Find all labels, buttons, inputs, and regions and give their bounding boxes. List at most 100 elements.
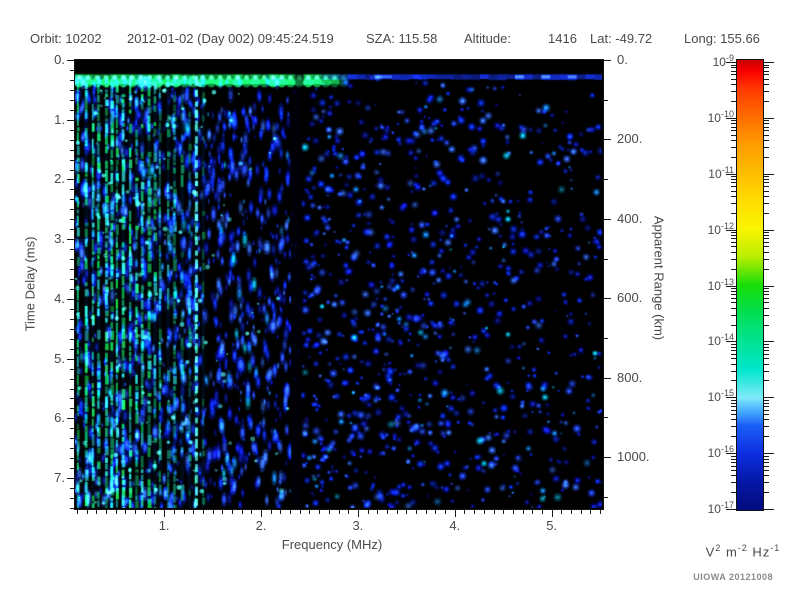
y-left-minor-tick: [70, 309, 74, 310]
y-left-minor-tick: [70, 389, 74, 390]
x-tick-label: 4.: [449, 518, 461, 533]
colorbar-minor-tick-left: [731, 419, 737, 420]
colorbar-minor-tick-right: [763, 344, 769, 345]
x-minor-tick: [116, 510, 117, 514]
x-minor-tick: [174, 510, 175, 514]
x-minor-tick: [319, 510, 320, 514]
x-minor-tick: [464, 510, 465, 514]
colorbar-minor-tick-left: [731, 157, 737, 158]
colorbar-tick-label: 10-11: [708, 165, 734, 181]
y-right-minor-tick: [604, 100, 608, 101]
colorbar-minor-tick-left: [731, 71, 737, 72]
x-minor-tick: [435, 510, 436, 514]
colorbar-tick-label: 10-16: [707, 444, 734, 460]
y-left-minor-tick: [70, 289, 74, 290]
colorbar-minor-tick-left: [731, 364, 737, 365]
colorbar-minor-tick-right: [763, 315, 769, 316]
y-right-minor-tick: [604, 497, 608, 498]
x-minor-tick: [77, 510, 78, 514]
colorbar-major-tick-left: [726, 397, 737, 398]
colorbar-minor-tick-right: [763, 470, 769, 471]
y-left-minor-tick: [70, 170, 74, 171]
colorbar-minor-tick-right: [763, 419, 769, 420]
colorbar-major-tick-left: [726, 286, 737, 287]
title-orbit: Orbit: 10202: [30, 31, 102, 46]
colorbar-minor-tick-right: [763, 123, 769, 124]
colorbar-minor-tick-right: [763, 232, 769, 233]
y-right-major-tick: [604, 219, 611, 220]
x-minor-tick: [513, 510, 514, 514]
colorbar-minor-tick-left: [731, 191, 737, 192]
y-right-tick-label: 0.: [617, 52, 628, 67]
y-right-minor-tick: [604, 179, 608, 180]
colorbar-tick-label: 10-12: [707, 221, 734, 237]
colorbar-minor-tick-left: [731, 79, 737, 80]
colorbar-minor-tick-right: [763, 410, 769, 411]
colorbar-minor-tick-left: [731, 130, 737, 131]
colorbar-minor-tick-right: [763, 288, 769, 289]
colorbar-major-tick-right: [763, 286, 774, 287]
y-left-minor-tick: [70, 408, 74, 409]
colorbar-minor-tick-right: [763, 74, 769, 75]
x-tick-label: 1.: [158, 518, 170, 533]
y-left-minor-tick: [70, 130, 74, 131]
y-left-minor-tick: [70, 319, 74, 320]
colorbar-minor-tick-right: [763, 269, 769, 270]
colorbar-minor-tick-right: [763, 120, 769, 121]
colorbar-minor-tick-left: [731, 325, 737, 326]
colorbar-minor-tick-right: [763, 91, 769, 92]
y-left-minor-tick: [70, 339, 74, 340]
x-minor-tick: [87, 510, 88, 514]
x-minor-tick: [193, 510, 194, 514]
colorbar-tick-label: 10-15: [707, 388, 734, 404]
colorbar-minor-tick-left: [731, 269, 737, 270]
colorbar-minor-tick-right: [763, 347, 769, 348]
title-longitude: Long: 155.66: [684, 31, 760, 46]
y-left-tick-label: 7.: [54, 470, 65, 486]
y-left-tick-label: 3.: [54, 231, 65, 247]
y-left-minor-tick: [70, 379, 74, 380]
y-right-tick-label: 800.: [617, 369, 643, 385]
colorbar-minor-tick-right: [763, 238, 769, 239]
x-major-tick: [455, 510, 456, 517]
x-minor-tick: [377, 510, 378, 514]
y-left-major-tick: [67, 179, 74, 180]
x-minor-tick: [484, 510, 485, 514]
colorbar-tick-label: 10-17: [707, 500, 734, 516]
colorbar-minor-tick-left: [731, 294, 737, 295]
spectrogram-canvas: [75, 60, 602, 508]
colorbar-major-tick-left: [726, 62, 737, 63]
colorbar-tick-label: 10-10: [707, 109, 734, 125]
y-left-minor-tick: [70, 488, 74, 489]
colorbar-major-tick-right: [763, 174, 774, 175]
x-minor-tick: [561, 510, 562, 514]
colorbar-minor-tick-right: [763, 302, 769, 303]
x-minor-tick: [397, 510, 398, 514]
colorbar-minor-tick-right: [763, 235, 769, 236]
y-left-minor-tick: [70, 219, 74, 220]
colorbar-minor-tick-right: [763, 459, 769, 460]
colorbar-minor-tick-left: [731, 344, 737, 345]
colorbar-minor-tick-left: [731, 347, 737, 348]
colorbar-gradient: [737, 60, 763, 510]
y-right-major-tick: [604, 378, 611, 379]
colorbar-minor-tick-left: [731, 350, 737, 351]
x-minor-tick: [523, 510, 524, 514]
colorbar-minor-tick-left: [731, 414, 737, 415]
y-left-minor-tick: [70, 140, 74, 141]
colorbar-minor-tick-right: [763, 65, 769, 66]
colorbar-minor-tick-left: [731, 406, 737, 407]
colorbar-minor-tick-right: [763, 71, 769, 72]
colorbar-major-tick-right: [763, 453, 774, 454]
x-minor-tick: [532, 510, 533, 514]
colorbar-tick-label: 10-13: [707, 277, 734, 293]
colorbar-minor-tick-left: [731, 302, 737, 303]
colorbar-minor-tick-right: [763, 400, 769, 401]
colorbar-minor-tick-left: [731, 186, 737, 187]
colorbar-minor-tick-right: [763, 294, 769, 295]
y-right-minor-tick: [604, 417, 608, 418]
colorbar-minor-tick-left: [731, 203, 737, 204]
x-minor-tick: [300, 510, 301, 514]
colorbar-minor-tick-right: [763, 130, 769, 131]
x-minor-tick: [571, 510, 572, 514]
